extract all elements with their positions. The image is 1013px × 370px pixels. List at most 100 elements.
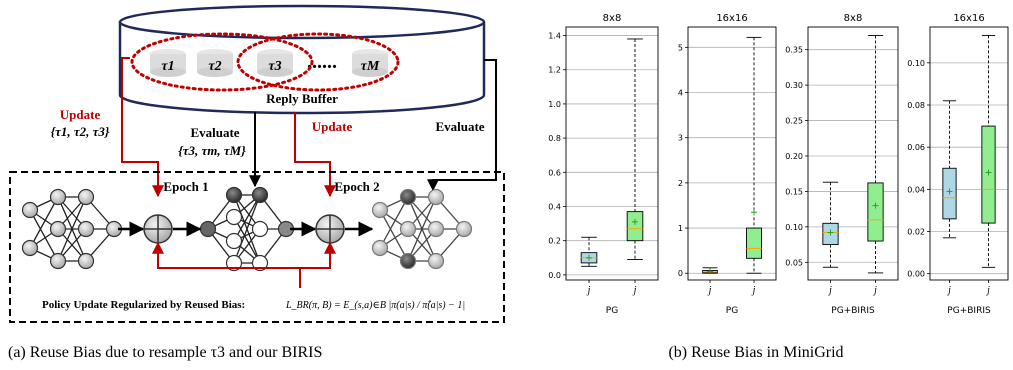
x-tick-label: j (872, 285, 877, 296)
y-tick-label: 1 (678, 224, 683, 233)
buffer-label: Reply Buffer (266, 91, 338, 106)
y-tick-label: 0 (678, 269, 683, 278)
box-plot-panel: 0.00 0.02 0.04 0.06 0.08 0.10 16x16 PG+BIRIS j j (907, 13, 1009, 316)
x-tick-label: j (827, 285, 832, 296)
y-tick-label: 0.2 (548, 237, 561, 246)
update-label-left: Update (60, 107, 101, 122)
network-node (49, 252, 67, 270)
network-node (427, 252, 445, 270)
x-axis-label: PG (606, 306, 618, 316)
update-arrow-right (294, 112, 336, 198)
box: j (702, 267, 718, 296)
y-tick-label: 1.4 (548, 32, 561, 41)
network-node (49, 220, 67, 238)
network-node (225, 254, 243, 272)
network-node (77, 252, 95, 270)
chart-title: 8x8 (844, 13, 863, 24)
network-node (399, 188, 417, 206)
y-tick-label: 0.10 (907, 59, 925, 68)
y-tick-label: 0.4 (548, 202, 561, 211)
y-tick-label: 3 (678, 134, 683, 143)
x-tick-label: j (946, 285, 951, 296)
y-tick-label: 0.06 (907, 143, 925, 152)
x-axis-label: PG (726, 306, 738, 316)
x-tick-label: j (586, 285, 591, 296)
sum-node-1 (143, 214, 173, 244)
y-tick-label: 0.04 (907, 185, 925, 194)
x-tick-label: j (985, 285, 990, 296)
tau-m-label: τM (361, 59, 380, 74)
x-tick-label: j (751, 285, 756, 296)
box-iqr (867, 182, 884, 242)
y-tick-label: 4 (678, 89, 683, 98)
y-tick-label: 0.35 (785, 46, 803, 55)
y-tick-label: 0.02 (907, 228, 925, 237)
axes-frame (565, 26, 659, 281)
network-node (225, 186, 243, 204)
x-axis-label: PG+BIRIS (947, 306, 991, 316)
policy-networks (21, 186, 473, 272)
y-tick-label: 1.2 (548, 66, 561, 75)
network-node (199, 220, 217, 238)
reuse-bias-charts: 0.0 0.2 0.4 0.6 0.8 1.0 1.2 1.4 8x8 PG j j 0 1 2 3 4 5 16x… (548, 13, 1009, 316)
trajectory-disc (257, 49, 293, 77)
axes-frame (929, 26, 1009, 281)
axes-frame (687, 26, 777, 281)
y-tick-label: 0.0 (548, 271, 561, 280)
network-node (251, 186, 269, 204)
box: j (580, 236, 598, 296)
network-node (77, 220, 95, 238)
network-node (225, 208, 243, 226)
y-tick-label: 0.30 (785, 81, 803, 90)
sum-node-2 (315, 214, 345, 244)
y-tick-label: 0.25 (785, 117, 803, 126)
y-tick-label: 5 (678, 43, 683, 52)
evaluate-set-mid: {τ3, τm, τM} (178, 143, 246, 158)
x-tick-label: j (632, 285, 637, 296)
y-tick-label: 0.15 (785, 187, 803, 196)
tau-1-label: τ1 (161, 59, 174, 74)
box: j (822, 181, 839, 296)
x-tick-label: j (707, 285, 712, 296)
chart-title: 8x8 (603, 13, 622, 24)
ellipsis-dots: ...... (307, 51, 337, 73)
network-node (21, 201, 39, 219)
y-tick-label: 0.8 (548, 134, 561, 143)
biris-diagram: τ1 τ2 τ3 ...... τM Reply Buffer Update {… (8, 4, 505, 361)
evaluate-label-mid: Evaluate (190, 125, 239, 140)
y-tick-label: 0.05 (785, 258, 803, 267)
trajectory-disc (197, 49, 233, 77)
network-node (77, 188, 95, 206)
box: j (746, 36, 762, 296)
network-node (455, 220, 473, 238)
trajectory-disc (352, 49, 388, 77)
box-plot-panel: 0.05 0.10 0.15 0.20 0.25 0.30 0.35 8x8 PG+BIRIS j… (785, 13, 899, 316)
y-tick-label: 0.00 (907, 270, 925, 279)
neural-network (371, 188, 473, 270)
epoch-1-label: Epoch 1 (163, 179, 208, 194)
update-arrow-left (121, 57, 164, 198)
box: j (981, 34, 996, 296)
policy-update-formula: L_BR(π, B) = E_(s,a)∈B |π(a|s) / π̂(a|s)… (285, 300, 465, 311)
y-tick-label: 1.0 (548, 100, 561, 109)
epoch-2-label: Epoch 2 (334, 179, 379, 194)
network-node (49, 188, 67, 206)
box-iqr (746, 227, 762, 259)
network-node (427, 220, 445, 238)
chart-title: 16x16 (953, 13, 984, 24)
box: j (626, 38, 644, 296)
tau-3-label: τ3 (268, 59, 281, 74)
x-axis-label: PG+BIRIS (831, 306, 875, 316)
policy-update-text: Policy Update Regularized by Reused Bias… (42, 299, 245, 311)
y-tick-label: 0.10 (785, 223, 803, 232)
network-node (225, 232, 243, 250)
reply-buffer: τ1 τ2 τ3 ...... τM Reply Buffer (118, 4, 486, 115)
box-iqr (626, 211, 644, 242)
network-node (399, 220, 417, 238)
box-plot-panel: 0.0 0.2 0.4 0.6 0.8 1.0 1.2 1.4 8x8 PG j j (548, 13, 659, 316)
network-node (427, 188, 445, 206)
evaluate-arrow-right (427, 59, 497, 192)
trajectory-disc (150, 49, 186, 77)
box-plot-panel: 0 1 2 3 4 5 16x16 PG j j (678, 13, 777, 316)
